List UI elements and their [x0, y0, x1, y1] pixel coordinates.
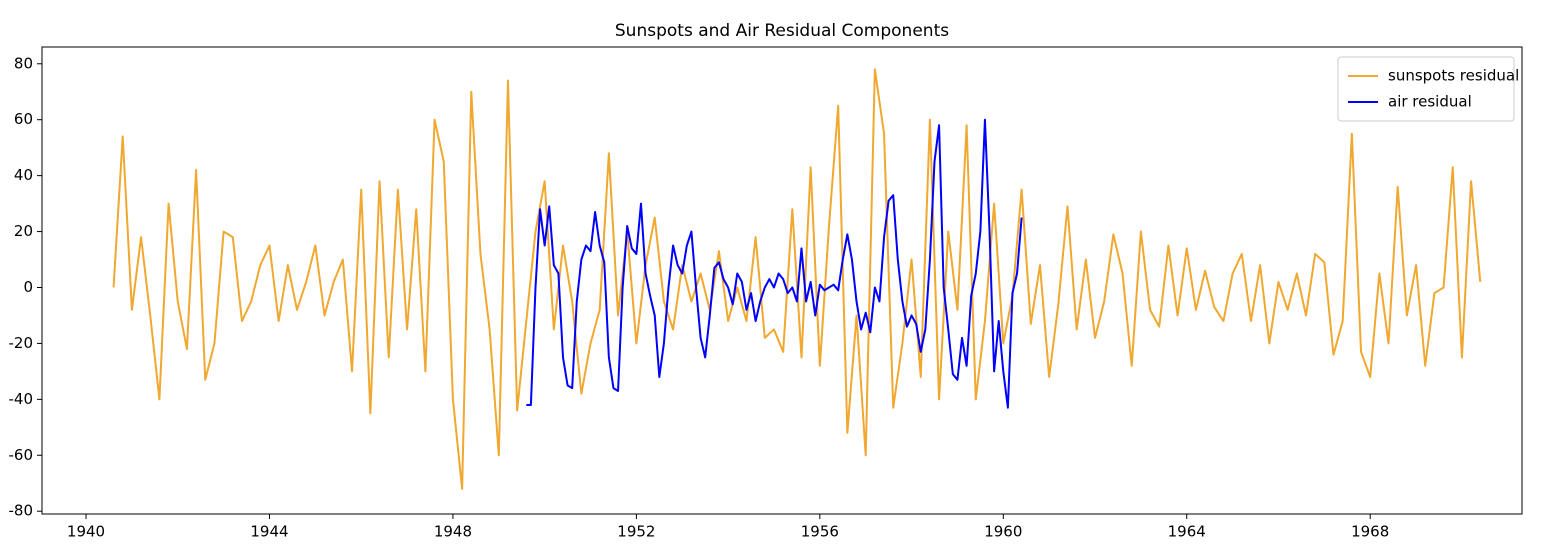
data-line	[526, 118, 1023, 409]
y-tick-label: 0	[23, 278, 33, 296]
y-tick-label: 20	[14, 222, 33, 240]
legend-box	[1337, 56, 1515, 122]
plot-frame	[41, 46, 1523, 515]
y-tick-label: 80	[14, 54, 33, 72]
y-tick-label: -20	[9, 334, 34, 352]
y-tick-label: -80	[9, 502, 34, 520]
legend-label: air residual	[1388, 93, 1472, 111]
y-tick-label: -60	[9, 446, 34, 464]
x-tick-label: 1948	[434, 523, 472, 541]
x-tick-label: 1968	[1351, 523, 1389, 541]
x-tick-label: 1940	[67, 523, 105, 541]
y-tick-label: -40	[9, 390, 34, 408]
x-tick-label: 1952	[617, 523, 655, 541]
x-tick-label: 1944	[250, 523, 288, 541]
legend-label: sunspots residual	[1388, 67, 1519, 85]
data-line	[112, 68, 1482, 490]
x-tick-label: 1960	[984, 523, 1022, 541]
legend: sunspots residual air residual	[1337, 56, 1519, 122]
x-tick-label: 1964	[1168, 523, 1206, 541]
chart-title: Sunspots and Air Residual Components	[615, 21, 949, 41]
x-tick-label: 1956	[801, 523, 839, 541]
y-tick-label: 60	[14, 110, 33, 128]
y-tick-label: 40	[14, 166, 33, 184]
